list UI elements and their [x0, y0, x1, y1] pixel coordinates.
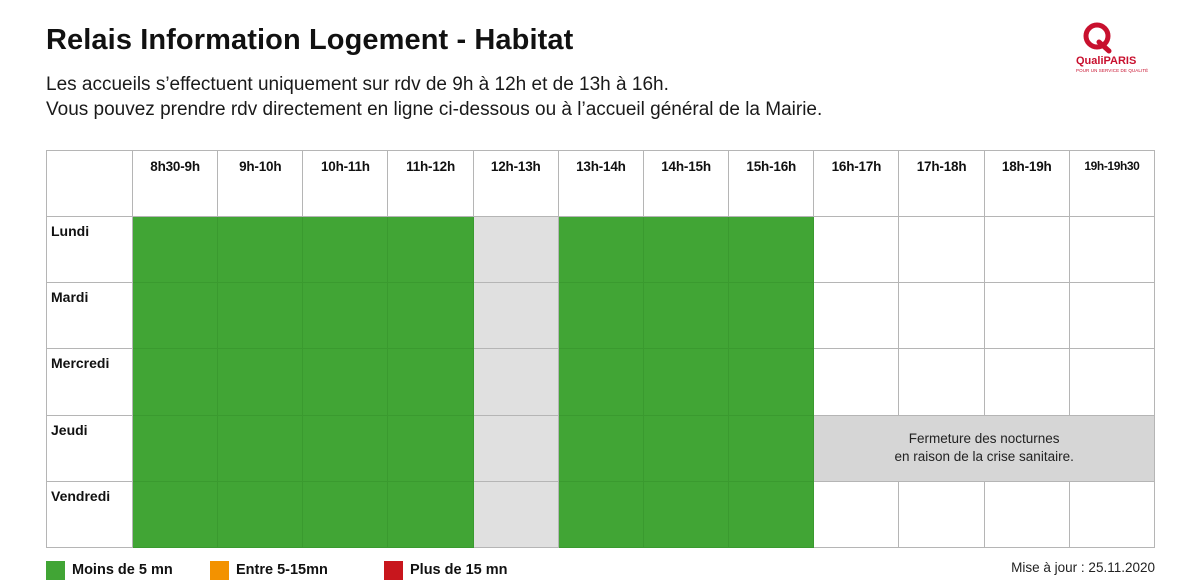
schedule-cell-open — [558, 217, 644, 284]
closure-notice-line-2: en raison de la crise sanitaire. — [894, 449, 1074, 465]
schedule-cell-open — [218, 349, 304, 416]
schedule-cell-empty — [814, 481, 900, 548]
page-title: Relais Information Logement - Habitat — [46, 24, 574, 56]
legend-swatch — [210, 560, 229, 580]
schedule-cell-open — [218, 217, 304, 284]
schedule-cell-empty — [1069, 217, 1155, 284]
day-label: Mardi — [47, 283, 133, 350]
schedule-cell-open — [388, 481, 474, 548]
time-slot-header: 16h-17h — [814, 151, 900, 217]
schedule-cell-open — [388, 283, 474, 350]
schedule-table: 8h30-9h 9h-10h 10h-11h 11h-12h 12h-13h 13h-14… — [46, 150, 1155, 548]
schedule-cell-empty — [984, 283, 1070, 350]
legend-label: Moins de 5 mn — [72, 562, 173, 578]
schedule-cell-open — [388, 349, 474, 416]
time-slot-header: 19h-19h30 — [1069, 151, 1155, 217]
schedule-cell-open — [558, 481, 644, 548]
schedule-cell-lunch — [473, 415, 559, 482]
schedule-cell-lunch — [473, 481, 559, 548]
schedule-cell-open — [729, 349, 815, 416]
schedule-cell-open — [643, 481, 730, 548]
logo-name: QualiPARIS — [1076, 55, 1137, 67]
day-label: Jeudi — [47, 415, 133, 482]
time-slot-header: 12h-13h — [473, 151, 559, 217]
schedule-cell-open — [133, 349, 219, 416]
day-label: Mercredi — [47, 349, 133, 416]
opening-info-line-1: Les accueils s’effectuent uniquement sur… — [46, 74, 669, 95]
schedule-cell-open — [558, 349, 644, 416]
schedule-cell-empty — [1069, 481, 1155, 548]
legend-swatch — [46, 560, 65, 580]
schedule-cell-empty — [899, 283, 985, 350]
schedule-cell-open — [133, 217, 219, 284]
schedule-cell-open — [303, 415, 389, 482]
schedule-cell-open — [133, 481, 219, 548]
time-slot-header: 10h-11h — [303, 151, 389, 217]
schedule-cell-empty — [899, 217, 985, 284]
schedule-cell-open — [303, 283, 389, 350]
time-slot-header: 9h-10h — [218, 151, 304, 217]
schedule-cell-empty — [1069, 283, 1155, 350]
time-slot-header: 17h-18h — [899, 151, 985, 217]
schedule-cell-open — [558, 283, 644, 350]
schedule-cell-empty — [814, 283, 900, 350]
schedule-cell-open — [133, 283, 219, 350]
schedule-cell-empty — [984, 349, 1070, 416]
qualiparis-logo-icon — [1083, 22, 1112, 54]
schedule-cell-empty — [899, 481, 985, 548]
schedule-cell-open — [303, 217, 389, 284]
schedule-cell-open — [643, 349, 730, 416]
schedule-cell-open — [729, 217, 815, 284]
schedule-cell-open — [388, 217, 474, 284]
legend-item-low-wait: Moins de 5 mn — [46, 560, 173, 580]
legend-label: Entre 5-15mn — [236, 562, 328, 578]
time-slot-header: 13h-14h — [558, 151, 644, 217]
schedule-cell-lunch — [473, 217, 559, 284]
day-label: Vendredi — [47, 481, 133, 548]
schedule-cell-open — [729, 415, 815, 482]
schedule-cell-open — [729, 481, 815, 548]
schedule-cell-lunch — [473, 349, 559, 416]
day-label: Lundi — [47, 217, 133, 284]
schedule-cell-empty — [899, 349, 985, 416]
legend-item-high-wait: Plus de 15 mn — [384, 560, 508, 580]
time-slot-header: 8h30-9h — [133, 151, 219, 217]
schedule-cell-open — [133, 415, 219, 482]
schedule-cell-empty — [814, 349, 900, 416]
qualiparis-logo: QualiPARIS POUR UN SERVICE DE QUALITÉ — [1076, 22, 1160, 73]
schedule-cell-open — [643, 415, 730, 482]
legend-label: Plus de 15 mn — [410, 562, 508, 578]
schedule-cell-empty — [984, 217, 1070, 284]
schedule-cell-open — [303, 349, 389, 416]
schedule-cell-open — [729, 283, 815, 350]
table-corner — [47, 151, 133, 217]
logo-tagline: POUR UN SERVICE DE QUALITÉ — [1076, 68, 1149, 73]
schedule-cell-open — [558, 415, 644, 482]
closure-notice-line-1: Fermeture des nocturnes — [908, 431, 1060, 447]
schedule-cell-empty — [1069, 349, 1155, 416]
schedule-cell-open — [218, 481, 304, 548]
opening-info: Les accueils s’effectuent uniquement sur… — [46, 72, 822, 122]
time-slot-header: 15h-16h — [729, 151, 815, 217]
legend-swatch — [384, 560, 403, 580]
legend-item-medium-wait: Entre 5-15mn — [210, 560, 328, 580]
closure-notice: Fermeture des nocturnes en raison de la c… — [814, 415, 1155, 482]
schedule-cell-lunch — [473, 283, 559, 350]
time-slot-header: 11h-12h — [388, 151, 474, 217]
schedule-cell-open — [218, 415, 304, 482]
schedule-cell-empty — [984, 481, 1070, 548]
schedule-cell-empty — [814, 217, 900, 284]
last-update: Mise à jour : 25.11.2020 — [1011, 560, 1155, 575]
schedule-cell-open — [643, 283, 730, 350]
time-slot-header: 18h-19h — [984, 151, 1070, 217]
schedule-cell-open — [218, 283, 304, 350]
opening-info-line-2: Vous pouvez prendre rdv directement en l… — [46, 99, 823, 120]
schedule-cell-open — [303, 481, 389, 548]
schedule-cell-open — [643, 217, 730, 284]
time-slot-header: 14h-15h — [643, 151, 730, 217]
schedule-cell-open — [388, 415, 474, 482]
